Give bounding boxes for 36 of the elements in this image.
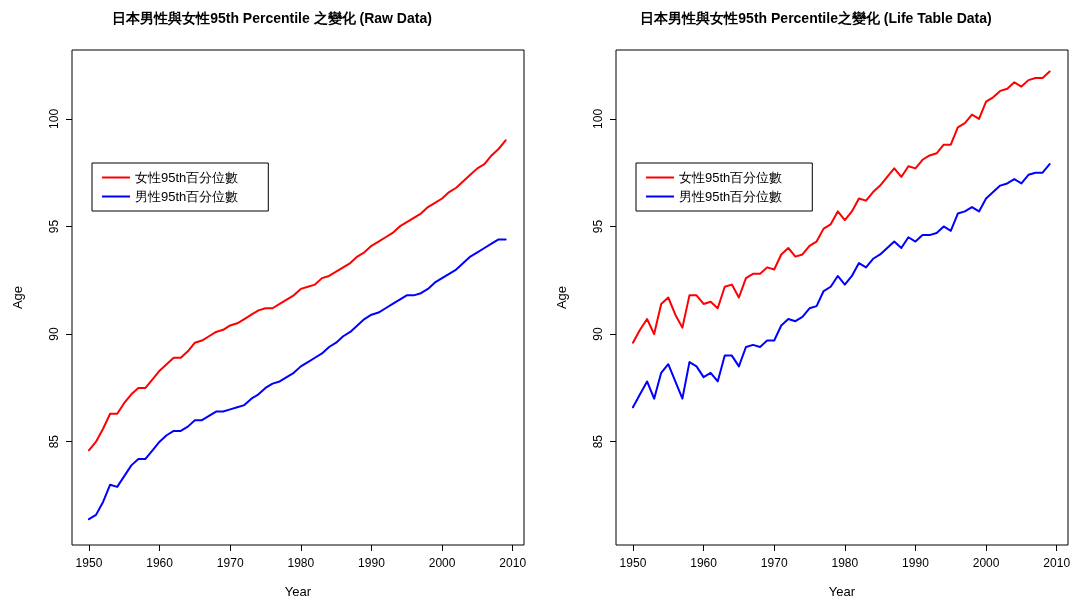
y-tick-label: 90 bbox=[591, 327, 605, 341]
x-tick-label: 2000 bbox=[428, 556, 456, 570]
x-tick-label: 1980 bbox=[831, 556, 859, 570]
chart-title: 日本男性與女性95th Percentile 之變化 (Raw Data) bbox=[112, 10, 432, 26]
x-tick-label: 1970 bbox=[216, 556, 244, 570]
x-tick-label: 1960 bbox=[690, 556, 718, 570]
legend-label: 男性95th百分位數 bbox=[135, 189, 239, 204]
y-tick-label: 100 bbox=[591, 108, 605, 129]
y-tick-label: 100 bbox=[47, 108, 61, 129]
x-tick-label: 2010 bbox=[1043, 556, 1071, 570]
line-series bbox=[631, 163, 1051, 409]
x-tick-label: 2010 bbox=[499, 556, 527, 570]
line-series bbox=[631, 70, 1051, 344]
x-axis-title: Year bbox=[284, 584, 312, 599]
y-axis-title: Age bbox=[554, 285, 569, 310]
x-tick-label: 1990 bbox=[358, 556, 386, 570]
y-axis-title: Age bbox=[10, 285, 25, 310]
x-tick-label: 1960 bbox=[146, 556, 174, 570]
line-series bbox=[87, 139, 507, 452]
chart-title: 日本男性與女性95th Percentile之變化 (Life Table Data) bbox=[640, 10, 992, 26]
y-tick-label: 90 bbox=[47, 327, 61, 341]
x-axis-title: Year bbox=[828, 584, 856, 599]
x-tick-label: 2000 bbox=[972, 556, 1000, 570]
legend-label: 女性95th百分位數 bbox=[135, 170, 239, 185]
x-tick-label: 1970 bbox=[760, 556, 788, 570]
y-tick-label: 95 bbox=[591, 219, 605, 234]
x-tick-label: 1950 bbox=[619, 556, 647, 570]
line-series bbox=[87, 238, 507, 521]
legend-label: 男性95th百分位數 bbox=[679, 189, 783, 204]
x-tick-label: 1990 bbox=[902, 556, 930, 570]
legend-label: 女性95th百分位數 bbox=[679, 170, 783, 185]
y-tick-label: 85 bbox=[47, 434, 61, 449]
y-tick-label: 95 bbox=[47, 219, 61, 234]
x-tick-label: 1950 bbox=[75, 556, 103, 570]
y-tick-label: 85 bbox=[591, 434, 605, 449]
x-tick-label: 1980 bbox=[287, 556, 315, 570]
